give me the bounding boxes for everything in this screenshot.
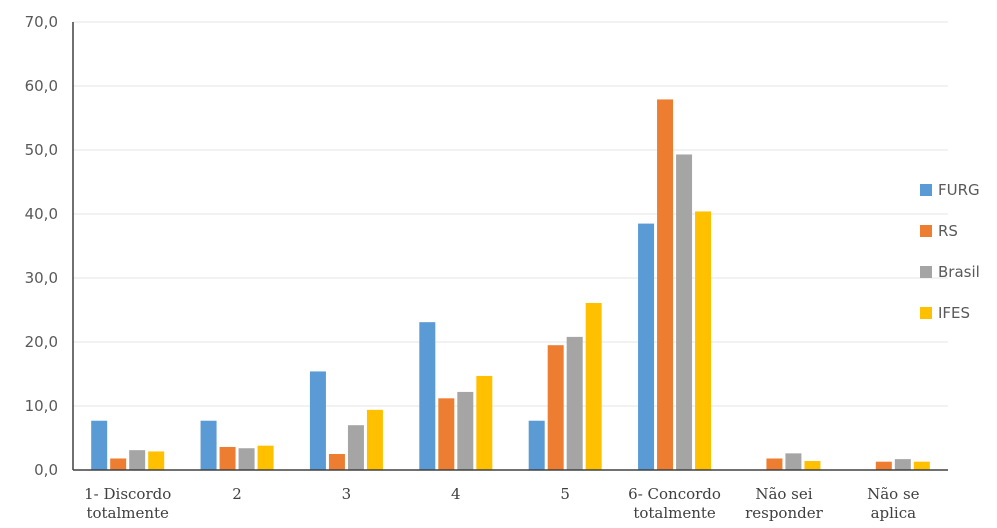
bar-brasil-0 bbox=[129, 450, 146, 470]
legend-swatch-ifes bbox=[920, 307, 932, 319]
legend: FURG RS Brasil IFES bbox=[920, 181, 980, 322]
bar-furg-0 bbox=[91, 420, 108, 470]
bar-rs-5 bbox=[657, 99, 674, 470]
x-category-label: 1- Discordo totalmente bbox=[84, 485, 171, 522]
bar-ifes-6 bbox=[804, 461, 821, 470]
legend-swatch-brasil bbox=[920, 266, 932, 278]
x-category-label-line: responder bbox=[745, 504, 824, 522]
gridlines bbox=[73, 21, 948, 407]
x-category-label-line: 4 bbox=[451, 485, 461, 503]
bar-furg-3 bbox=[419, 322, 436, 470]
x-category-label-line: Não sei bbox=[755, 485, 812, 503]
bar-brasil-5 bbox=[676, 154, 693, 471]
y-tick-label: 40,0 bbox=[25, 205, 58, 223]
bar-brasil-3 bbox=[457, 391, 474, 470]
bar-rs-2 bbox=[328, 454, 345, 470]
bar-ifes-1 bbox=[257, 445, 274, 470]
x-category-label-line: 3 bbox=[342, 485, 352, 503]
bar-ifes-4 bbox=[585, 302, 602, 470]
bar-brasil-6 bbox=[785, 453, 802, 470]
x-category-label: 4 bbox=[451, 485, 461, 503]
bar-ifes-2 bbox=[366, 409, 383, 470]
bar-rs-3 bbox=[438, 398, 455, 470]
legend-swatch-furg bbox=[920, 184, 932, 196]
y-tick-label: 30,0 bbox=[25, 269, 58, 287]
bar-ifes-3 bbox=[476, 375, 493, 470]
bar-furg-1 bbox=[200, 420, 217, 470]
bars bbox=[91, 99, 930, 471]
x-category-label-line: 6- Concordo bbox=[628, 485, 721, 503]
legend-label-furg: FURG bbox=[938, 181, 980, 199]
x-category-label-line: aplica bbox=[871, 504, 917, 522]
bar-rs-1 bbox=[219, 446, 236, 470]
y-tick-label: 50,0 bbox=[25, 141, 58, 159]
legend-label-ifes: IFES bbox=[938, 304, 970, 322]
bar-ifes-5 bbox=[695, 211, 712, 470]
bar-furg-4 bbox=[528, 420, 545, 470]
bar-rs-0 bbox=[110, 458, 127, 470]
bar-furg-5 bbox=[638, 223, 655, 470]
legend-label-brasil: Brasil bbox=[938, 263, 980, 281]
bar-ifes-7 bbox=[913, 461, 930, 470]
legend-label-rs: RS bbox=[938, 222, 958, 240]
bar-rs-6 bbox=[766, 458, 783, 470]
bar-ifes-0 bbox=[148, 451, 165, 470]
x-category-label-line: 5 bbox=[560, 485, 570, 503]
bar-brasil-7 bbox=[894, 459, 911, 470]
x-category-label-line: totalmente bbox=[633, 504, 716, 522]
y-tick-label: 10,0 bbox=[25, 397, 58, 415]
y-tick-label: 60,0 bbox=[25, 77, 58, 95]
x-category-label: Não sei responder bbox=[745, 485, 824, 522]
bar-rs-7 bbox=[875, 461, 892, 470]
x-category-label: 5 bbox=[560, 485, 570, 503]
x-category-label-line: totalmente bbox=[86, 504, 169, 522]
x-category-label-line: 1- Discordo bbox=[84, 485, 171, 503]
x-category-label: 2 bbox=[232, 485, 242, 503]
y-axis-tick-labels: 0,0 10,0 20,0 30,0 40,0 50,0 60,0 70,0 bbox=[25, 13, 58, 479]
y-tick-label: 70,0 bbox=[25, 13, 58, 31]
bar-brasil-4 bbox=[566, 336, 583, 470]
y-tick-label: 20,0 bbox=[25, 333, 58, 351]
y-tick-label: 0,0 bbox=[34, 461, 58, 479]
legend-swatch-rs bbox=[920, 225, 932, 237]
x-category-label-line: 2 bbox=[232, 485, 242, 503]
bar-brasil-1 bbox=[238, 448, 255, 470]
x-category-label: 3 bbox=[342, 485, 352, 503]
bar-brasil-2 bbox=[347, 425, 364, 470]
x-category-label: 6- Concordo totalmente bbox=[628, 485, 721, 522]
bar-furg-2 bbox=[309, 371, 326, 470]
bar-rs-4 bbox=[547, 345, 564, 470]
x-category-label-line: Não se bbox=[867, 485, 920, 503]
x-category-label: Não se aplica bbox=[867, 485, 920, 522]
